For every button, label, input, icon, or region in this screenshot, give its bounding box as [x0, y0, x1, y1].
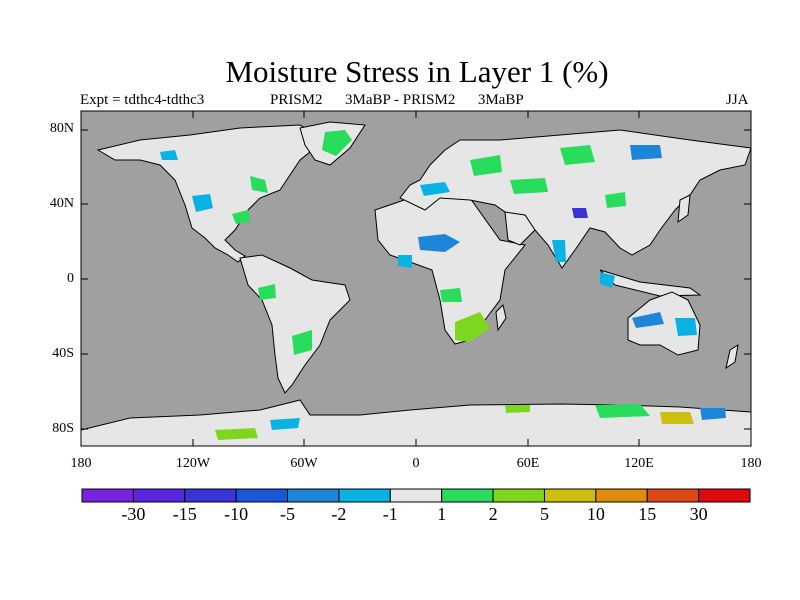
colorbar-box [441, 488, 494, 503]
experiment-label: Expt = tdthc4-tdthc3 [80, 92, 205, 108]
patch-east-asia [605, 192, 626, 208]
y-tick-label: 40N [49, 196, 74, 211]
new-zealand [725, 343, 739, 370]
patch-russia-west [470, 155, 502, 176]
patch-sahara [418, 234, 460, 252]
colorbar-label: -15 [172, 504, 197, 524]
colorbar-label: -30 [121, 504, 146, 524]
patch-antarctica-east-warm [660, 412, 694, 424]
patch-antarctica-center [505, 405, 530, 413]
y-tick-label: 80N [49, 121, 74, 136]
colorbar-label: 15 [638, 504, 657, 524]
map-title: Moisture Stress in Layer 1 (%) [225, 54, 609, 89]
x-ticks [192, 111, 640, 446]
landmasses [81, 121, 751, 446]
patch-europe [420, 182, 450, 196]
patch-congo [440, 288, 462, 302]
y-tick-label: 0 [67, 271, 74, 286]
colorbar-label: 30 [689, 504, 708, 524]
x-tick-label: 0 [412, 456, 420, 471]
colorbar-label: 2 [488, 504, 498, 524]
patch-antarctica-east-cool [700, 408, 726, 420]
colorbar-box [338, 488, 391, 503]
patch-india [552, 240, 566, 262]
arabia [504, 211, 536, 246]
patch-antarctica-west [215, 428, 258, 440]
x-tick-label: 60E [516, 456, 540, 471]
patch-andes [258, 284, 276, 300]
colorbar-box [132, 488, 186, 503]
patch-tibet [572, 208, 588, 218]
patch-us-east [232, 210, 250, 224]
colorbar-box [235, 488, 289, 503]
colorbar-box [543, 488, 597, 503]
colorbar-box [492, 488, 545, 503]
madagascar [495, 304, 507, 332]
colorbar-label: -10 [224, 504, 249, 524]
comparison-label: PRISM2 3MaBP - PRISM2 3MaBP [270, 92, 524, 108]
japan [677, 194, 691, 224]
patch-indonesia [600, 272, 615, 288]
indonesia [599, 269, 702, 297]
patch-west-africa [398, 255, 412, 268]
colorbar-box [184, 488, 237, 503]
colorbar-box [595, 488, 648, 503]
x-tick-label: 180 [740, 456, 762, 471]
patch-siberia [560, 145, 595, 165]
patch-us-west [192, 194, 213, 212]
patch-canada [250, 176, 268, 193]
patch-greenland [322, 130, 352, 156]
colorbar-box [287, 488, 340, 503]
colorbar-box [81, 488, 134, 503]
australia [627, 291, 701, 356]
colorbar-label: 5 [539, 504, 549, 524]
x-tick-label: 60W [290, 456, 318, 471]
x-tick-label: 180 [70, 456, 92, 471]
colorbar-box [389, 488, 443, 503]
y-ticks [81, 129, 751, 430]
patch-alaska [160, 150, 178, 160]
colorbar-box [646, 488, 700, 503]
patch-southern-africa [455, 312, 490, 342]
patch-antarctica-east [595, 404, 650, 418]
x-tick-label: 120W [175, 456, 211, 471]
patch-australia-north [632, 312, 664, 328]
patch-siberia-east [630, 145, 662, 160]
y-tick-label: 80S [52, 421, 74, 436]
colorbar [81, 488, 751, 503]
colorbar-box [698, 488, 751, 503]
patch-australia-east [675, 318, 697, 336]
colorbar-label: -2 [331, 504, 347, 524]
y-tick-label: 40S [52, 346, 74, 361]
patch-central-asia [510, 178, 548, 194]
colorbar-label: 10 [586, 504, 605, 524]
x-tick-label: 120E [624, 456, 654, 471]
season-label: JJA [726, 92, 749, 108]
patch-argentina [292, 330, 312, 355]
patch-antarctica-peninsula [270, 418, 300, 430]
colorbar-label: -1 [382, 504, 398, 524]
colorbar-label: 1 [437, 504, 447, 524]
colorbar-label: -5 [280, 504, 296, 524]
anomaly-patches [160, 130, 726, 440]
